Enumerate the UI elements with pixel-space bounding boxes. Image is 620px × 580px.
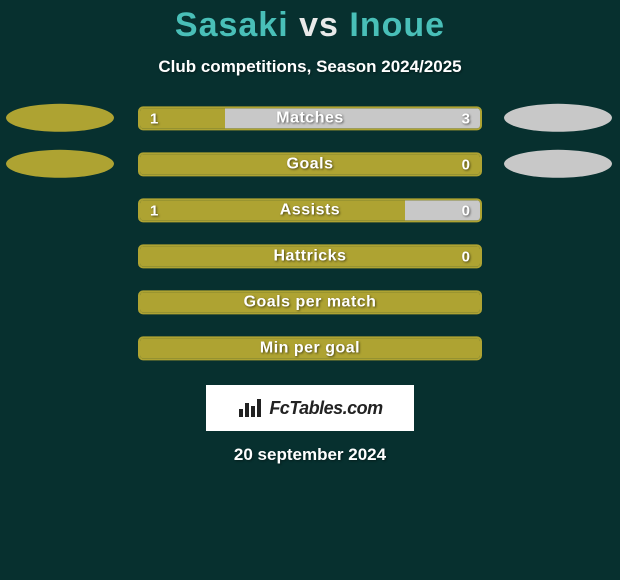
stat-rows: Matches13 Goals0 Assists10 Hattricks0 Goals … xyxy=(0,99,620,375)
footer-date: 20 september 2024 xyxy=(0,445,620,465)
player1-ellipse-icon xyxy=(6,150,114,178)
player2-ellipse-icon xyxy=(504,150,612,178)
stat-row: Matches13 xyxy=(0,99,620,145)
stat-row: Goals0 xyxy=(0,145,620,191)
player1-ellipse-icon xyxy=(6,104,114,132)
left-fill xyxy=(140,108,225,128)
player2-ellipse-icon xyxy=(504,104,612,132)
stat-row: Goals per match xyxy=(0,283,620,329)
stat-bar: Goals per match xyxy=(138,290,482,314)
logo-box: FcTables.com xyxy=(206,385,414,431)
stat-bar: Min per goal xyxy=(138,336,482,360)
right-fill xyxy=(225,108,480,128)
stat-row: Hattricks0 xyxy=(0,237,620,283)
stat-row: Min per goal xyxy=(0,329,620,375)
left-fill xyxy=(140,200,405,220)
player2-name: Inoue xyxy=(349,6,445,44)
logo-text: FcTables.com xyxy=(269,398,382,419)
comparison-card: Sasaki vs Inoue Club competitions, Seaso… xyxy=(0,0,620,465)
player1-name: Sasaki xyxy=(175,6,289,44)
stat-bar: Hattricks0 xyxy=(138,244,482,268)
right-fill xyxy=(405,200,480,220)
page-title: Sasaki vs Inoue xyxy=(0,6,620,45)
bars-icon xyxy=(237,397,263,419)
vs-text: vs xyxy=(299,6,339,44)
left-fill xyxy=(140,246,480,266)
stat-row: Assists10 xyxy=(0,191,620,237)
stat-bar: Goals0 xyxy=(138,152,482,176)
subtitle: Club competitions, Season 2024/2025 xyxy=(0,57,620,77)
stat-bar: Matches13 xyxy=(138,106,482,130)
stat-bar: Assists10 xyxy=(138,198,482,222)
left-fill xyxy=(140,338,480,358)
left-fill xyxy=(140,154,480,174)
left-fill xyxy=(140,292,480,312)
